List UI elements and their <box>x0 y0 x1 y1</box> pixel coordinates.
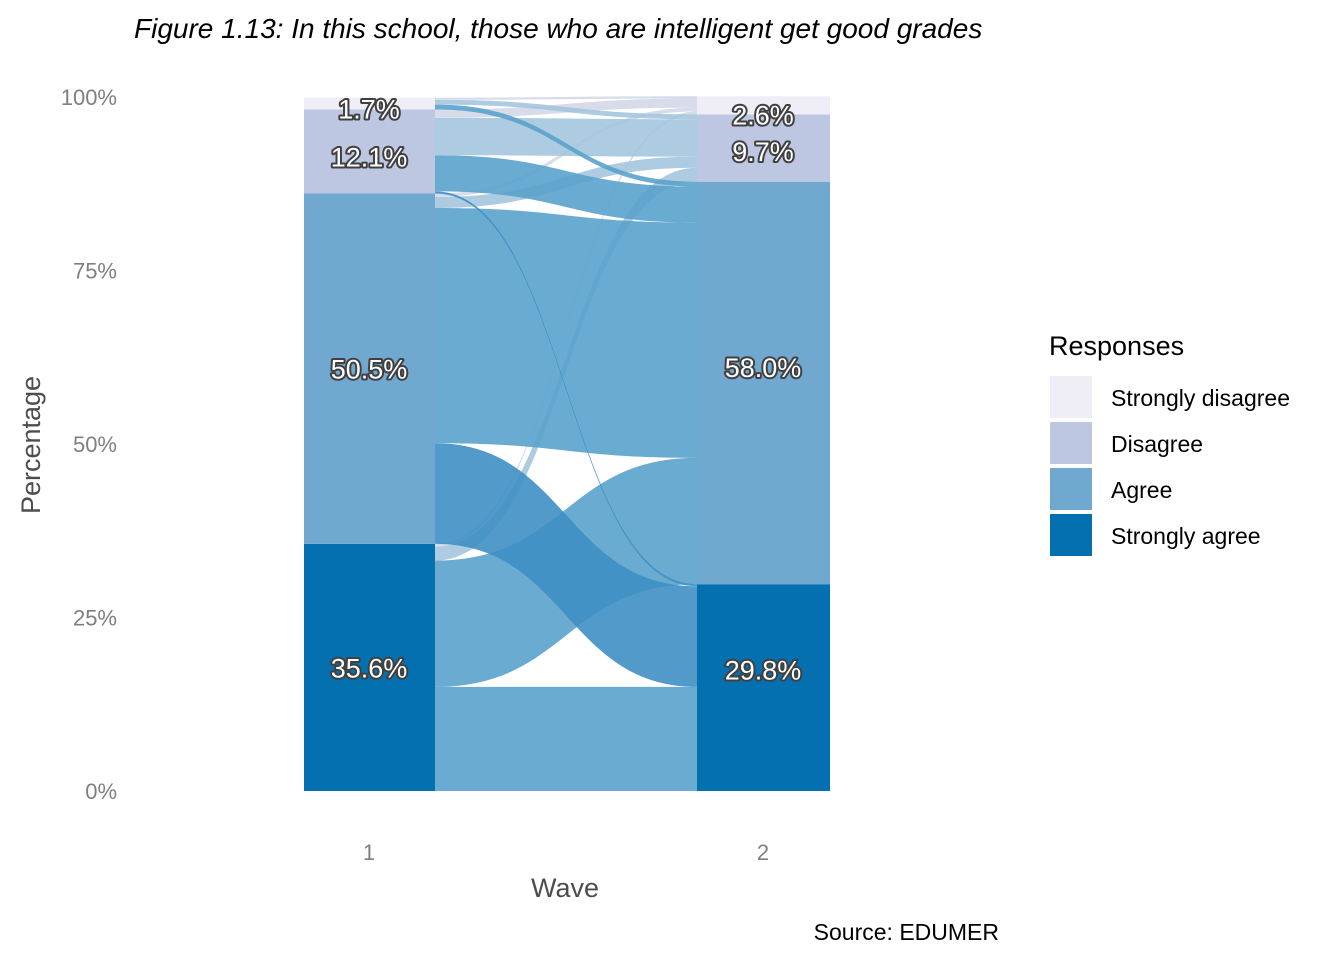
flow-strongly-disagree-to-disagree <box>435 99 697 120</box>
y-axis-label: Percentage <box>16 376 46 514</box>
label-wave1-strongly-disagree: 1.7% <box>338 95 400 125</box>
legend-title: Responses <box>1049 331 1184 361</box>
bar-wave1-disagree <box>304 109 435 194</box>
x-tick-label: 2 <box>757 840 769 865</box>
legend-swatch-agree <box>1050 468 1092 510</box>
flow-strongly-disagree-to-strongly-disagree <box>435 96 697 100</box>
label-wave1-agree: 50.5% <box>331 355 408 385</box>
legend-label-disagree: Disagree <box>1111 431 1203 457</box>
y-tick-label: 25% <box>73 606 117 631</box>
chart-title: Figure 1.13: In this school, those who a… <box>134 13 982 44</box>
segment-labels: 35.6% 50.5% 12.1% 1.7% 29.8% 58.0% 9.7% 2.6% <box>329 93 804 688</box>
y-tick-label: 0% <box>85 779 117 804</box>
flow-strongly-agree-to-strongly-agree <box>435 686 697 791</box>
legend-label-agree: Agree <box>1111 477 1172 503</box>
flows-layer <box>435 96 697 791</box>
stacked-bars <box>304 96 830 791</box>
y-axis-ticks: 0% 25% 50% 75% 100% <box>61 85 117 804</box>
x-tick-label: 1 <box>363 840 375 865</box>
legend-label-strongly-disagree: Strongly disagree <box>1111 385 1290 411</box>
flow-agree-to-agree <box>435 208 697 458</box>
label-wave2-strongly-agree: 29.8% <box>725 656 802 686</box>
bar-wave2-agree <box>697 181 830 585</box>
legend-swatch-disagree <box>1050 422 1092 464</box>
bar-wave2-strongly-agree <box>697 584 830 791</box>
flow-disagree-to-strongly-agree <box>435 191 697 587</box>
x-axis-label: Wave <box>531 873 599 903</box>
label-wave2-disagree: 9.7% <box>732 137 794 167</box>
legend-label-strongly-agree: Strongly agree <box>1111 523 1261 549</box>
legend-swatch-strongly-disagree <box>1050 376 1092 418</box>
y-tick-label: 50% <box>73 432 117 457</box>
label-wave1-disagree: 12.1% <box>331 142 408 172</box>
legend: Responses Strongly disagree Disagree Agree… <box>1049 331 1290 556</box>
flow-disagree-to-agree <box>435 155 697 223</box>
label-wave1-strongly-agree: 35.6% <box>331 653 408 683</box>
bar-wave2-disagree <box>697 114 830 182</box>
legend-swatch-strongly-agree <box>1050 514 1092 556</box>
bar-wave1-strongly-disagree <box>304 97 435 110</box>
bar-wave2-strongly-disagree <box>697 96 830 115</box>
caption-source: Source: EDUMER <box>814 919 999 945</box>
label-wave2-agree: 58.0% <box>725 353 802 383</box>
flow-strongly-disagree-to-agree <box>435 104 697 187</box>
bar-wave1-strongly-agree <box>304 543 435 791</box>
flow-agree-to-strongly-agree <box>435 443 697 687</box>
bar-wave1-agree <box>304 193 435 544</box>
y-tick-label: 75% <box>73 259 117 284</box>
flow-disagree-to-disagree <box>435 117 697 157</box>
label-wave2-strongly-disagree: 2.6% <box>732 100 794 130</box>
y-tick-label: 100% <box>61 85 117 110</box>
